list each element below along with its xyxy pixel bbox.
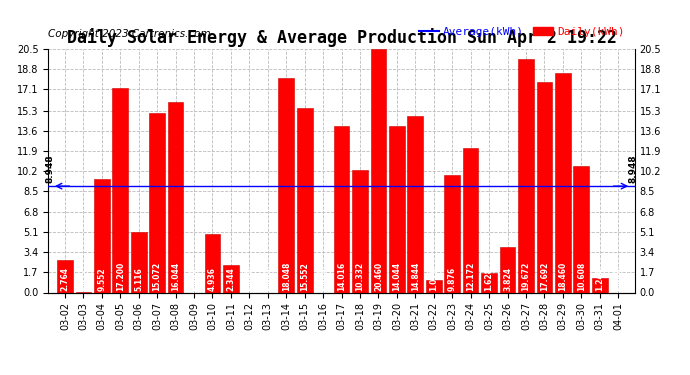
Bar <box>205 234 220 292</box>
Text: 15.072: 15.072 <box>152 262 161 291</box>
Text: 16.044: 16.044 <box>171 262 180 291</box>
Text: 17.200: 17.200 <box>116 261 125 291</box>
Text: 0.000: 0.000 <box>245 267 254 291</box>
Text: 1.076: 1.076 <box>429 267 438 291</box>
Legend: Average(kWh), Daily(kWh): Average(kWh), Daily(kWh) <box>414 22 629 42</box>
Bar <box>592 278 608 292</box>
Title: Daily Solar Energy & Average Production Sun Apr 2 19:22: Daily Solar Energy & Average Production … <box>66 28 617 47</box>
Bar <box>223 265 239 292</box>
Text: 10.608: 10.608 <box>577 261 586 291</box>
Bar <box>278 78 294 292</box>
Bar <box>573 166 589 292</box>
Text: 12.172: 12.172 <box>466 261 475 291</box>
Text: 19.672: 19.672 <box>522 261 531 291</box>
Bar <box>94 179 110 292</box>
Text: 0.000: 0.000 <box>190 267 199 291</box>
Text: 14.016: 14.016 <box>337 262 346 291</box>
Bar <box>481 273 497 292</box>
Text: 17.692: 17.692 <box>540 261 549 291</box>
Bar <box>297 108 313 292</box>
Bar <box>57 260 72 292</box>
Text: 4.936: 4.936 <box>208 267 217 291</box>
Text: 8.948: 8.948 <box>46 154 55 183</box>
Bar <box>149 113 165 292</box>
Bar <box>131 232 146 292</box>
Text: 14.044: 14.044 <box>393 262 402 291</box>
Text: 8.948: 8.948 <box>629 154 638 183</box>
Text: 1.628: 1.628 <box>484 267 493 291</box>
Bar <box>371 49 386 292</box>
Bar <box>518 58 534 292</box>
Text: 5.116: 5.116 <box>134 267 143 291</box>
Text: 0.000: 0.000 <box>319 267 328 291</box>
Text: 9.876: 9.876 <box>448 267 457 291</box>
Text: 2.344: 2.344 <box>226 267 235 291</box>
Bar <box>352 170 368 292</box>
Text: 18.048: 18.048 <box>282 261 290 291</box>
Text: 3.824: 3.824 <box>503 267 512 291</box>
Bar <box>444 175 460 292</box>
Text: 2.764: 2.764 <box>61 267 70 291</box>
Text: 14.844: 14.844 <box>411 261 420 291</box>
Text: 0.012: 0.012 <box>79 267 88 291</box>
Text: 15.552: 15.552 <box>300 262 309 291</box>
Text: 20.460: 20.460 <box>374 262 383 291</box>
Bar <box>334 126 349 292</box>
Text: 0.000: 0.000 <box>264 267 273 291</box>
Text: Copyright 2023 Cartronics.com: Copyright 2023 Cartronics.com <box>48 29 211 39</box>
Text: 0.000: 0.000 <box>613 267 622 291</box>
Text: 18.460: 18.460 <box>558 261 567 291</box>
Text: 10.332: 10.332 <box>355 262 364 291</box>
Bar <box>112 88 128 292</box>
Bar <box>168 102 184 292</box>
Bar <box>555 73 571 292</box>
Bar <box>500 247 515 292</box>
Bar <box>389 126 405 292</box>
Text: 1.244: 1.244 <box>595 267 604 291</box>
Bar <box>463 148 478 292</box>
Text: 9.552: 9.552 <box>97 267 106 291</box>
Bar <box>408 116 423 292</box>
Bar <box>537 82 552 292</box>
Bar <box>426 280 442 292</box>
